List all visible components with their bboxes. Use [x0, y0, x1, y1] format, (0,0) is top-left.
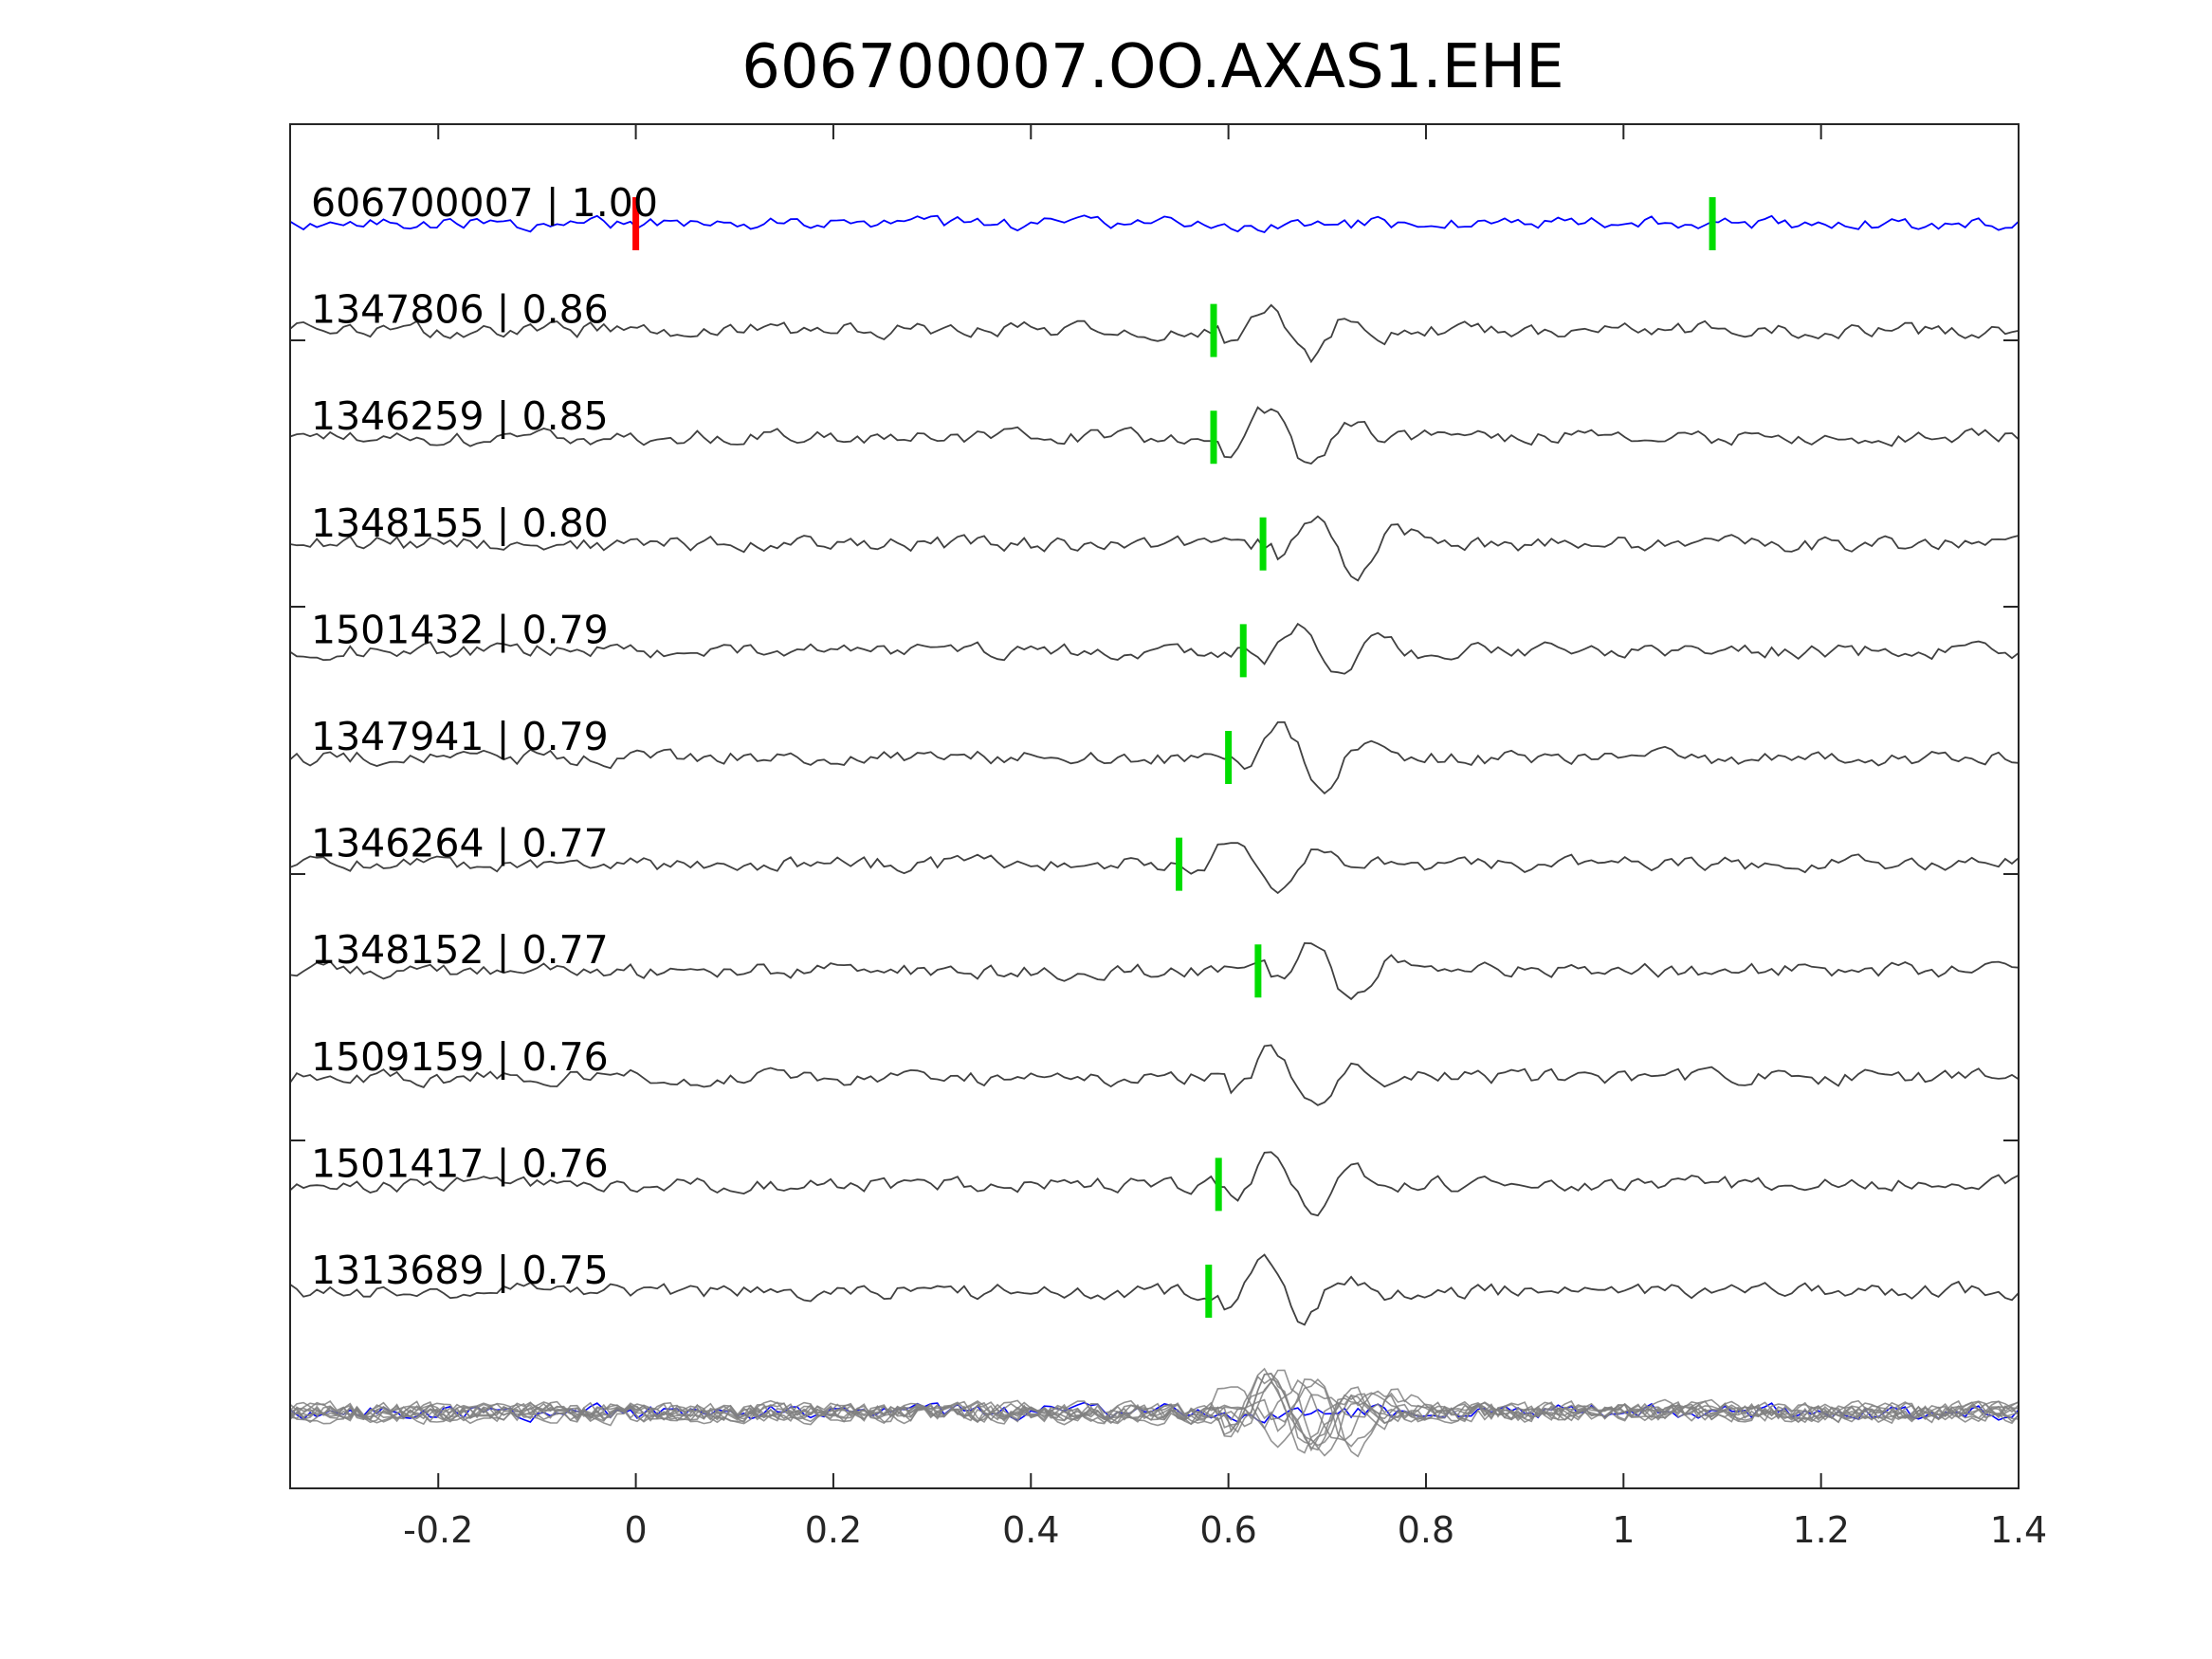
trace-label-7: 1348152 | 0.77	[311, 927, 609, 973]
stack-line-8	[289, 1372, 2020, 1447]
trace-line-8	[289, 1044, 2020, 1106]
stack-line-10	[289, 1367, 2020, 1454]
trace-label-9: 1501417 | 0.76	[311, 1140, 609, 1186]
stack-line-9	[289, 1373, 2020, 1451]
trace-label-10: 1313689 | 0.75	[311, 1248, 609, 1293]
trace-line-0	[289, 214, 2020, 234]
x-tick-label-7: 1.2	[1792, 1509, 1849, 1551]
chart-title: 606700007.OO.AXAS1.EHE	[741, 32, 1563, 102]
plot-frame	[289, 123, 2020, 1489]
trace-label-6: 1346264 | 0.77	[311, 821, 609, 866]
trace-line-4	[289, 622, 2020, 675]
x-tick-label-5: 0.8	[1398, 1509, 1454, 1551]
pick-markers	[632, 197, 1716, 1318]
trace-label-8: 1509159 | 0.76	[311, 1034, 609, 1080]
trace-label-4: 1501432 | 0.79	[311, 607, 609, 652]
x-tick-label-2: 0.2	[805, 1509, 862, 1551]
trace-line-10	[289, 1253, 2020, 1326]
x-tick-label-1: 0	[625, 1509, 648, 1551]
x-tick-label-4: 0.6	[1199, 1509, 1256, 1551]
trace-label-3: 1348155 | 0.80	[311, 501, 609, 546]
trace-line-5	[289, 720, 2020, 795]
trace-labels: 606700007 | 1.00 1347806 | 0.86 1346259 | …	[311, 180, 658, 1293]
trace-label-1: 1347806 | 0.86	[311, 287, 609, 333]
x-tick-label-6: 1	[1612, 1509, 1635, 1551]
trace-label-5: 1347941 | 0.79	[311, 714, 609, 759]
trace-label-0: 606700007 | 1.00	[311, 180, 658, 226]
trace-line-3	[289, 515, 2020, 582]
trace-line-6	[289, 842, 2020, 895]
stacked-traces	[289, 1367, 2020, 1458]
x-tick-label-8: 1.4	[1990, 1509, 2047, 1551]
trace-line-2	[289, 406, 2020, 465]
x-tick-label-0: -0.2	[403, 1509, 473, 1551]
trace-line-1	[289, 303, 2020, 364]
x-axis-ticks: -0.2 0 0.2 0.4 0.6 0.8 1 1.2 1.4	[290, 124, 2047, 1551]
trace-label-2: 1346259 | 0.85	[311, 393, 609, 439]
x-tick-label-3: 0.4	[1002, 1509, 1059, 1551]
traces-layer	[289, 214, 2020, 1326]
trace-line-9	[289, 1151, 2020, 1217]
trace-line-7	[289, 941, 2020, 1001]
